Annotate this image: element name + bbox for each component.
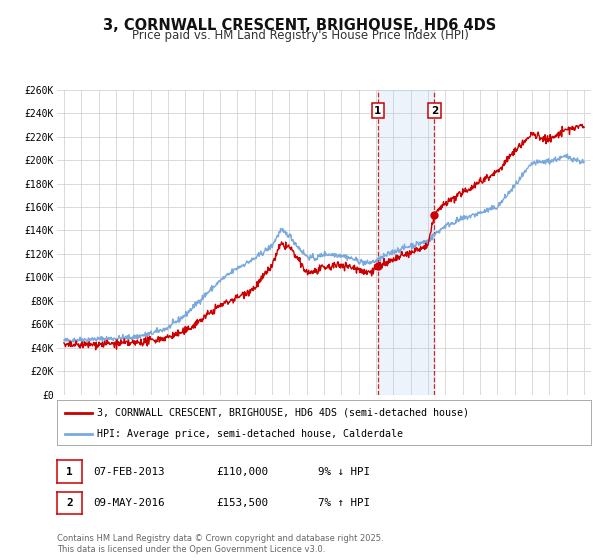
- Text: 7% ↑ HPI: 7% ↑ HPI: [318, 498, 370, 508]
- Text: 09-MAY-2016: 09-MAY-2016: [93, 498, 164, 508]
- Text: 3, CORNWALL CRESCENT, BRIGHOUSE, HD6 4DS (semi-detached house): 3, CORNWALL CRESCENT, BRIGHOUSE, HD6 4DS…: [97, 408, 469, 418]
- Text: Contains HM Land Registry data © Crown copyright and database right 2025.: Contains HM Land Registry data © Crown c…: [57, 534, 383, 543]
- Text: £110,000: £110,000: [216, 466, 268, 477]
- Text: 9% ↓ HPI: 9% ↓ HPI: [318, 466, 370, 477]
- Text: 1: 1: [374, 106, 382, 116]
- Text: 2: 2: [431, 106, 438, 116]
- Text: £153,500: £153,500: [216, 498, 268, 508]
- Text: 1: 1: [66, 466, 73, 477]
- Text: HPI: Average price, semi-detached house, Calderdale: HPI: Average price, semi-detached house,…: [97, 429, 403, 439]
- Text: 2: 2: [66, 498, 73, 508]
- Text: 07-FEB-2013: 07-FEB-2013: [93, 466, 164, 477]
- Bar: [378, 90, 434, 395]
- Text: 3, CORNWALL CRESCENT, BRIGHOUSE, HD6 4DS: 3, CORNWALL CRESCENT, BRIGHOUSE, HD6 4DS: [103, 18, 497, 33]
- Text: Price paid vs. HM Land Registry's House Price Index (HPI): Price paid vs. HM Land Registry's House …: [131, 29, 469, 42]
- Text: This data is licensed under the Open Government Licence v3.0.: This data is licensed under the Open Gov…: [57, 545, 325, 554]
